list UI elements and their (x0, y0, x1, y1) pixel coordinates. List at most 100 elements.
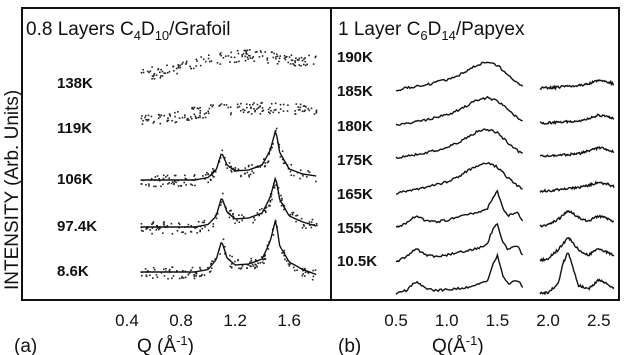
data-point (159, 71, 161, 74)
series-label: 155K (337, 220, 373, 237)
data-point (177, 185, 180, 187)
data-point (310, 226, 312, 229)
data-point (161, 70, 164, 73)
data-point (301, 110, 304, 113)
data-point (256, 212, 259, 214)
data-point (254, 219, 256, 221)
data-point (166, 174, 169, 177)
series-line (539, 209, 615, 228)
data-point (207, 112, 210, 115)
data-point (307, 272, 310, 274)
data-point (230, 171, 233, 173)
data-point (240, 109, 242, 112)
data-point (155, 229, 158, 231)
data-point (151, 66, 153, 68)
data-point (237, 259, 239, 262)
data-point (289, 170, 292, 173)
data-point (247, 58, 249, 60)
data-point (150, 115, 153, 118)
data-point (251, 57, 254, 59)
data-point (151, 78, 153, 80)
data-point (165, 268, 167, 270)
data-point (289, 263, 291, 265)
data-point (300, 56, 303, 59)
data-point (249, 49, 251, 51)
data-point (162, 183, 164, 186)
data-point (219, 53, 221, 56)
data-point (270, 109, 272, 112)
data-point (173, 70, 175, 72)
data-point (144, 116, 146, 119)
data-point (310, 107, 313, 110)
data-point (294, 110, 296, 112)
data-point (220, 103, 223, 105)
data-point (190, 225, 192, 227)
data-point (288, 56, 291, 58)
series-line (395, 61, 524, 92)
data-point (251, 263, 254, 266)
data-point (193, 277, 196, 280)
data-point (255, 259, 257, 262)
data-point (199, 229, 201, 232)
data-point (294, 60, 296, 62)
data-point (224, 245, 226, 248)
data-point (233, 56, 236, 59)
data-point (263, 209, 266, 212)
data-point (165, 176, 167, 178)
data-point (281, 158, 284, 161)
data-point (252, 172, 255, 174)
data-point (308, 221, 311, 223)
data-point (265, 211, 267, 214)
data-point (168, 269, 171, 272)
data-point (279, 55, 281, 57)
data-point (254, 263, 256, 266)
data-point (210, 263, 212, 265)
data-point (175, 121, 178, 123)
data-point (267, 160, 270, 163)
data-point (204, 178, 206, 180)
data-point (179, 66, 181, 69)
data-point (173, 180, 176, 183)
data-point (279, 108, 282, 110)
data-point (248, 111, 250, 113)
data-point (259, 262, 262, 264)
data-point (315, 180, 317, 183)
data-point (232, 167, 234, 170)
data-point (202, 58, 205, 61)
data-point (311, 218, 314, 221)
data-point (192, 108, 195, 110)
data-point (204, 226, 206, 228)
data-point (285, 56, 287, 58)
data-point (261, 207, 263, 210)
data-point (250, 113, 253, 115)
data-point (152, 122, 155, 124)
data-point (220, 204, 222, 206)
data-point (241, 219, 243, 222)
data-point (173, 182, 175, 185)
series-label: 106K (57, 171, 93, 188)
data-point (182, 61, 184, 64)
data-point (263, 257, 266, 260)
data-point (307, 107, 309, 110)
data-point (195, 117, 197, 119)
data-point (187, 273, 190, 276)
data-point (141, 115, 143, 117)
data-point (238, 267, 240, 270)
data-point (244, 55, 246, 58)
data-point (299, 169, 302, 171)
data-point (230, 266, 233, 268)
data-point (242, 111, 245, 114)
data-point (254, 266, 257, 269)
series-line (395, 189, 524, 228)
data-point (160, 114, 163, 117)
data-point (206, 171, 208, 174)
data-point (298, 64, 300, 66)
data-point (253, 108, 255, 110)
data-point (156, 227, 159, 229)
data-point (213, 169, 216, 172)
panel-b-frame (330, 7, 620, 301)
data-point (195, 65, 197, 67)
data-point (195, 58, 198, 61)
data-point (305, 227, 307, 229)
data-point (193, 274, 195, 276)
